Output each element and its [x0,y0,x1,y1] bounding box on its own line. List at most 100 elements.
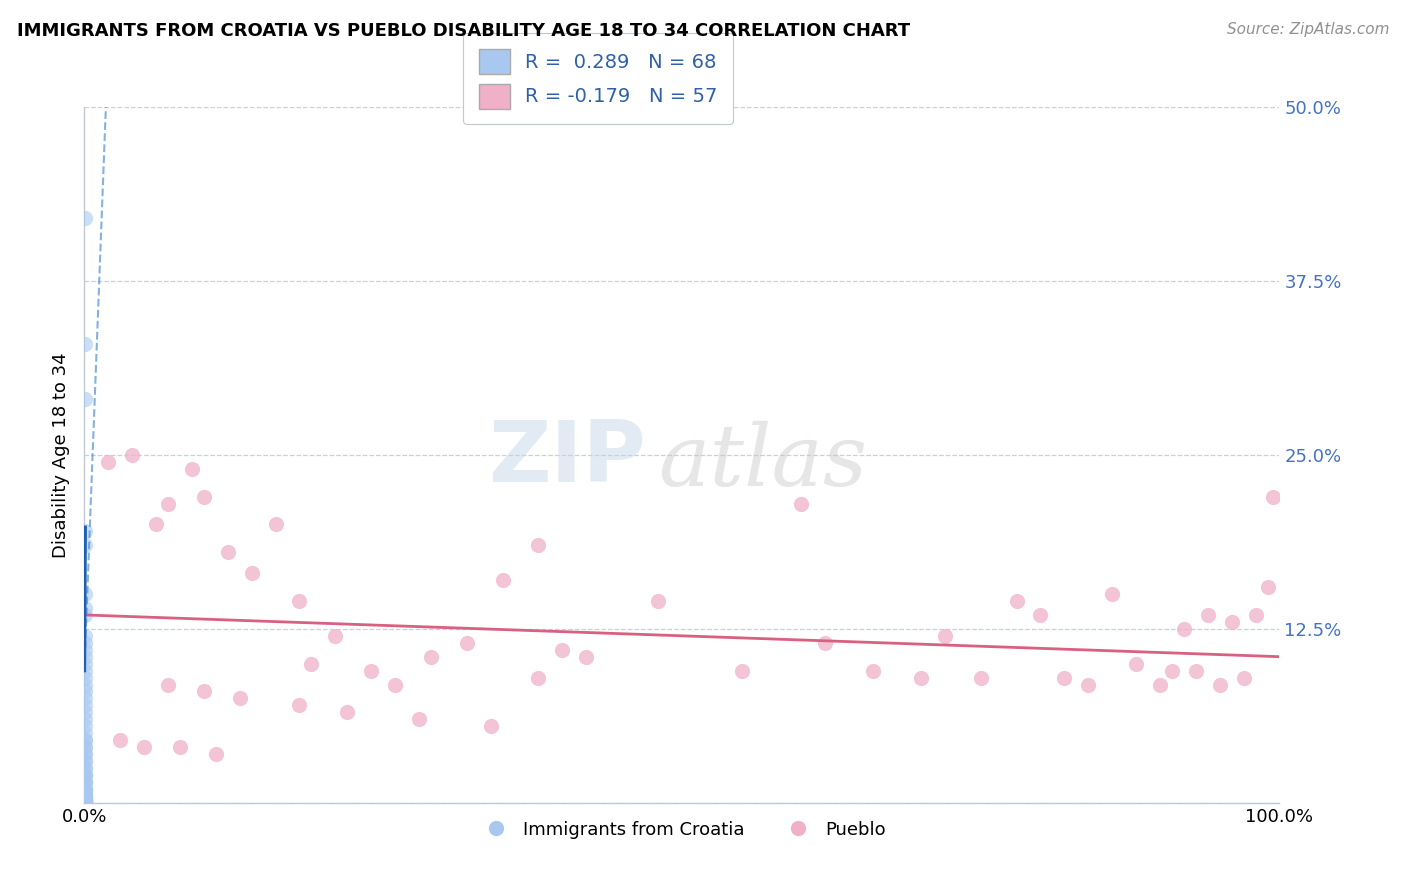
Point [301,657,323,671]
Point [73,768,96,782]
Point [73,733,96,747]
Point [75,607,97,622]
Point [336,706,359,720]
Point [157,497,180,511]
Point [1053,671,1076,685]
Point [1263,490,1285,504]
Point [240,566,263,581]
Point [1197,607,1219,622]
Point [73,793,96,807]
Point [73,785,96,799]
Point [910,671,932,685]
Text: ZIP: ZIP [488,417,647,500]
Point [121,448,143,462]
Point [73,684,96,698]
Point [73,768,96,782]
Point [73,789,96,803]
Point [73,677,96,691]
Point [73,642,96,657]
Point [1257,580,1279,594]
Point [205,747,228,761]
Point [73,794,96,808]
Point [325,629,347,643]
Point [73,761,96,775]
Point [75,691,97,706]
Point [75,524,97,539]
Point [1005,594,1028,608]
Point [527,671,550,685]
Point [1149,677,1171,691]
Point [1161,664,1184,678]
Point [790,497,813,511]
Point [75,671,97,685]
Point [73,794,96,808]
Point [73,794,96,808]
Point [1029,607,1052,622]
Point [73,781,96,796]
Point [479,719,502,733]
Point [970,671,993,685]
Point [73,781,96,796]
Point [73,719,96,733]
Point [73,791,96,805]
Legend: Immigrants from Croatia, Pueblo: Immigrants from Croatia, Pueblo [471,814,893,846]
Point [73,538,96,552]
Point [575,649,598,664]
Point [73,789,96,803]
Point [1077,677,1099,691]
Point [73,791,96,805]
Point [110,733,132,747]
Point [1233,671,1256,685]
Point [551,642,574,657]
Point [75,657,97,671]
Point [814,636,837,650]
Point [456,636,478,650]
Point [73,785,96,799]
Point [73,392,96,407]
Point [73,789,96,803]
Point [73,794,96,808]
Point [73,791,96,805]
Point [73,754,96,768]
Point [75,649,97,664]
Text: atlas: atlas [658,420,868,503]
Point [420,649,443,664]
Point [73,789,96,803]
Point [1209,677,1232,691]
Point [73,793,96,807]
Point [73,794,96,808]
Point [73,781,96,796]
Point [73,775,96,789]
Point [75,726,97,740]
Point [73,629,96,643]
Point [73,733,96,747]
Point [73,740,96,755]
Point [73,698,96,713]
Point [731,664,754,678]
Point [169,740,191,755]
Point [132,740,156,755]
Point [647,594,669,608]
Point [73,747,96,761]
Point [193,490,215,504]
Point [73,781,96,796]
Point [73,775,96,789]
Point [73,791,96,805]
Point [75,601,97,615]
Point [1220,615,1243,629]
Point [862,664,884,678]
Point [492,573,515,587]
Text: IMMIGRANTS FROM CROATIA VS PUEBLO DISABILITY AGE 18 TO 34 CORRELATION CHART: IMMIGRANTS FROM CROATIA VS PUEBLO DISABI… [17,22,910,40]
Point [73,587,96,601]
Point [73,211,96,226]
Point [73,791,96,805]
Point [73,775,96,789]
Point [73,794,96,808]
Point [75,761,97,775]
Point [408,712,430,726]
Point [73,740,96,755]
Point [1185,664,1208,678]
Point [181,462,204,476]
Point [1244,607,1267,622]
Point [75,336,97,351]
